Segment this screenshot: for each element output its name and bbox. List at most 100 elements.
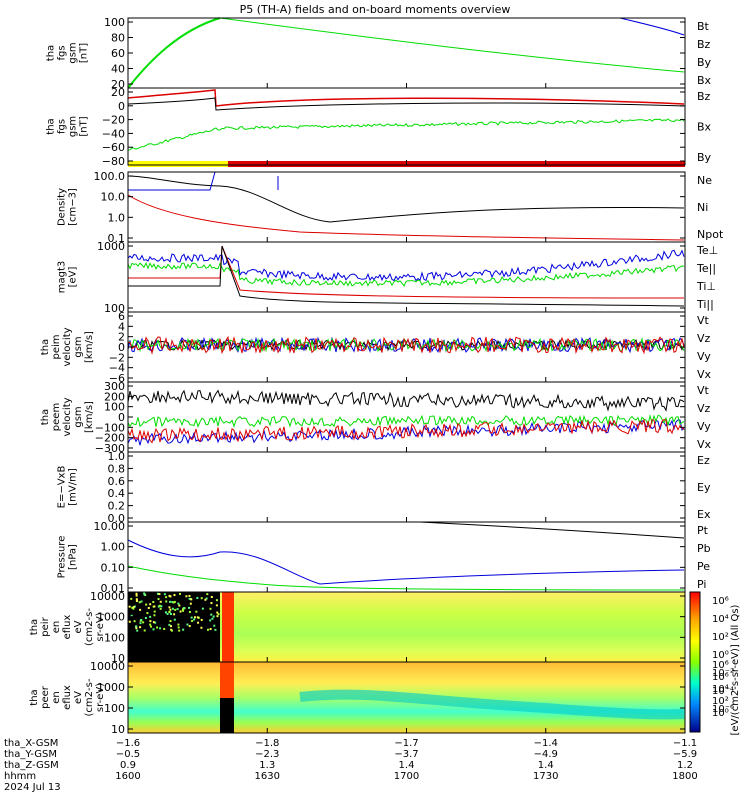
bx-magnitude — [619, 17, 685, 36]
x-row-value: −5.9 — [673, 749, 697, 760]
vy-peem — [127, 413, 685, 428]
ion-spectrogram-pixel — [177, 602, 180, 605]
ion-spectrogram-pixel — [178, 629, 181, 632]
ion-spectrogram-pixel — [172, 601, 175, 604]
y-tick-label: 1000 — [97, 611, 125, 624]
ion-spectrogram-pixel — [173, 618, 176, 621]
panel-frame-temperature — [127, 241, 686, 313]
ion-spectrogram-pixel — [210, 595, 213, 598]
y-axis-label: [cm−3] — [68, 188, 79, 226]
ion-spectrogram-pixel — [168, 606, 171, 609]
x-row-value: 1.2 — [677, 760, 693, 771]
y-axis-label: tha — [46, 118, 57, 134]
ion-spectrogram-pixel — [138, 601, 141, 604]
legend-bt: Bt — [697, 20, 710, 33]
y-tick-label: 100 — [104, 401, 125, 414]
y-axis-label: fgs — [57, 119, 68, 134]
ion-spectrogram-pixel — [166, 612, 169, 615]
x-row-value: −3.7 — [394, 749, 418, 760]
legend-pi: Pi — [697, 578, 706, 591]
ion-spectrogram-pixel — [152, 621, 155, 624]
ion-spectrogram-pixel — [206, 628, 209, 631]
ion-spectrogram-pixel — [165, 600, 168, 603]
ion-spectrogram-pixel — [130, 597, 133, 600]
ion-spectrogram-pixel — [183, 607, 186, 610]
y-axis-label: [eV] — [68, 267, 79, 288]
y-tick-label: 0.10 — [101, 561, 126, 574]
legend-ti⊥: Ti⊥ — [696, 280, 716, 293]
ion-spectrogram-pixel — [142, 621, 145, 624]
ion-spectrogram-pixel — [157, 598, 160, 601]
chart-title: P5 (TH-A) fields and on-board moments ov… — [240, 3, 511, 16]
ion-spectrogram-pixel — [200, 597, 203, 600]
x-row-value: −2.3 — [255, 749, 279, 760]
y-tick-label: 100 — [104, 702, 125, 715]
y-tick-label: 0 — [118, 411, 125, 424]
colorbar-tick: 10⁴ — [712, 614, 729, 625]
ion-spectrogram-pixel — [135, 625, 138, 628]
y-tick-label: −20 — [102, 114, 125, 127]
y-axis-label: eflux — [62, 615, 73, 640]
colorbar-tick: 10⁻⁴ — [712, 686, 734, 697]
ion-spectrogram-pixel — [149, 620, 152, 623]
panel-frame-density — [127, 171, 686, 243]
ion-spectrogram-pixel — [132, 607, 135, 610]
ion-spectrogram-pixel — [178, 604, 181, 607]
legend-vt: Vt — [697, 314, 710, 327]
y-tick-label: 80 — [111, 32, 125, 45]
colorbar — [689, 591, 701, 733]
ion-spectrogram-pixel — [210, 602, 213, 605]
y-tick-label: 10.0 — [101, 191, 126, 204]
y-tick-label: 200 — [104, 390, 125, 403]
y-tick-label: −300 — [95, 442, 125, 455]
ion-spectrogram-pixel — [132, 606, 135, 609]
ion-spectrogram-pixel — [149, 615, 152, 618]
ni-density — [127, 175, 685, 223]
ion-spectrogram — [128, 592, 685, 662]
ion-spectrogram-pixel — [195, 610, 198, 613]
ion-spectrogram-pixel — [131, 606, 134, 609]
y-tick-label: 0 — [118, 100, 125, 113]
y-tick-label: 100 — [104, 302, 125, 315]
y-tick-label: 20 — [111, 78, 125, 91]
panel-frame-efield — [127, 451, 686, 523]
y-axis-label: gsm — [73, 406, 84, 427]
y-tick-label: 1.0 — [108, 211, 126, 224]
panel-frame-bfield_mag — [127, 17, 686, 89]
y-tick-label: −80 — [102, 155, 125, 168]
ion-spectrogram-pixel — [139, 608, 142, 611]
ion-spectrogram-pixel — [200, 618, 203, 621]
ion-spectrogram-pixel — [163, 593, 166, 596]
y-tick-label: 0.4 — [108, 487, 126, 500]
ti-par-temp — [127, 261, 685, 287]
ion-spectrogram-pixel — [135, 627, 138, 630]
ion-spectrogram-pixel — [135, 592, 138, 595]
status-bar-yellow — [128, 161, 228, 167]
ion-spectrogram-pixel — [154, 621, 157, 624]
ion-spectrogram-pixel — [145, 603, 148, 606]
y-tick-label: 0 — [118, 341, 125, 354]
ion-spectrogram-pixel — [133, 620, 136, 623]
pe-pressure — [127, 565, 685, 591]
ion-spectrogram-pixel — [181, 608, 184, 611]
colorbar-tick: 10⁻² — [712, 668, 734, 679]
y-axis-label: peem — [51, 403, 62, 431]
legend-ni: Ni — [697, 201, 708, 214]
y-axis-label: en — [51, 691, 62, 704]
y-tick-label: 10000 — [90, 590, 125, 603]
ion-spectrogram-pixel — [164, 611, 167, 614]
ion-spectrogram-pixel — [135, 598, 138, 601]
ion-spectrogram-pixel — [143, 593, 146, 596]
y-tick-label: 40 — [111, 63, 125, 76]
y-axis-label: eV — [73, 691, 84, 704]
colorbar-label: [eV/(cm2-s-sr-eV)] (All Qs) — [730, 604, 741, 735]
y-tick-label: −4 — [109, 362, 125, 375]
legend-vz: Vz — [697, 332, 711, 345]
ion-spectrogram-pixel — [130, 614, 133, 617]
y-axis-label: tha — [29, 689, 40, 705]
y-axis-label: en — [51, 621, 62, 634]
ion-spectrogram-pixel — [191, 620, 194, 623]
ion-spectrogram-pixel — [201, 607, 204, 610]
ion-spectrogram-pixel — [209, 619, 212, 622]
y-axis-label: fgs — [57, 45, 68, 60]
